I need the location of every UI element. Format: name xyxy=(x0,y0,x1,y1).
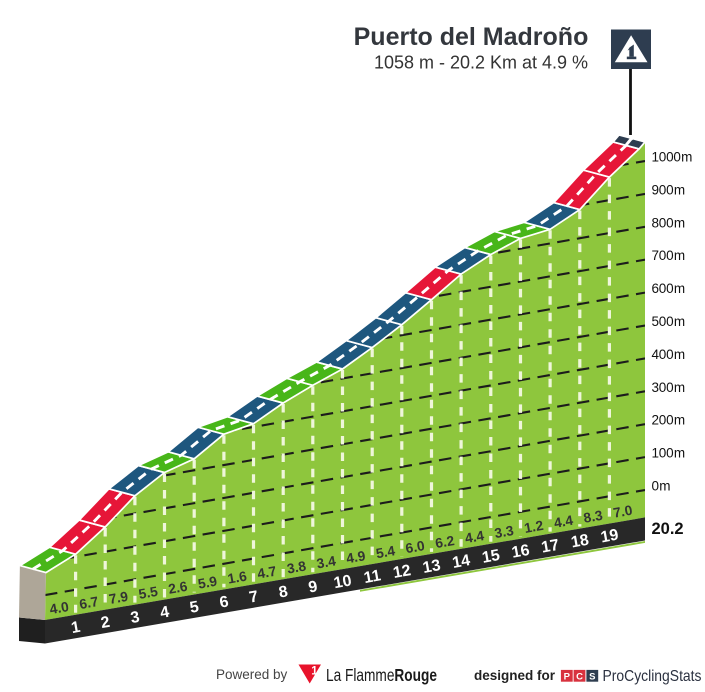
svg-text:16: 16 xyxy=(510,542,531,562)
svg-text:10: 10 xyxy=(332,572,353,592)
svg-text:4.4: 4.4 xyxy=(553,513,575,531)
svg-text:4: 4 xyxy=(159,604,171,622)
svg-text:800m: 800m xyxy=(652,215,685,230)
svg-text:0m: 0m xyxy=(652,479,671,494)
svg-text:7.9: 7.9 xyxy=(108,589,130,607)
svg-text:P: P xyxy=(564,672,571,683)
svg-text:11: 11 xyxy=(363,567,383,587)
svg-text:S: S xyxy=(589,672,595,683)
svg-text:1000m: 1000m xyxy=(652,150,693,165)
svg-text:19: 19 xyxy=(599,527,620,547)
svg-text:100m: 100m xyxy=(652,446,685,461)
svg-text:Powered by: Powered by xyxy=(216,667,288,682)
svg-text:13: 13 xyxy=(421,557,442,577)
svg-text:900m: 900m xyxy=(652,182,685,197)
svg-text:3.3: 3.3 xyxy=(493,523,515,541)
svg-text:700m: 700m xyxy=(652,248,685,263)
svg-text:3.8: 3.8 xyxy=(286,558,308,576)
svg-text:200m: 200m xyxy=(652,413,685,428)
svg-text:4.7: 4.7 xyxy=(256,564,278,582)
svg-text:1.6: 1.6 xyxy=(226,569,248,587)
svg-text:12: 12 xyxy=(392,562,413,582)
svg-text:5.4: 5.4 xyxy=(375,543,397,561)
svg-text:17: 17 xyxy=(540,537,561,557)
svg-text:5.9: 5.9 xyxy=(197,574,219,592)
svg-text:ProCyclingStats: ProCyclingStats xyxy=(603,668,702,685)
svg-text:2: 2 xyxy=(100,614,112,632)
svg-text:Puerto del Madroño: Puerto del Madroño xyxy=(354,23,589,51)
svg-text:7: 7 xyxy=(248,588,260,606)
svg-text:400m: 400m xyxy=(652,347,685,362)
svg-text:5: 5 xyxy=(189,599,201,617)
svg-text:6: 6 xyxy=(218,593,230,611)
svg-text:9: 9 xyxy=(307,578,319,596)
svg-text:8.3: 8.3 xyxy=(582,508,604,526)
svg-text:300m: 300m xyxy=(652,380,685,395)
svg-text:20.2: 20.2 xyxy=(652,520,684,538)
svg-text:6.0: 6.0 xyxy=(404,538,426,556)
svg-text:14: 14 xyxy=(451,552,472,572)
svg-text:La FlammeRouge: La FlammeRouge xyxy=(326,665,437,685)
svg-text:6.7: 6.7 xyxy=(78,594,100,612)
svg-text:5.5: 5.5 xyxy=(137,584,159,602)
svg-text:15: 15 xyxy=(481,547,502,567)
svg-text:3: 3 xyxy=(129,609,141,627)
svg-text:18: 18 xyxy=(570,532,591,552)
svg-text:4.4: 4.4 xyxy=(464,528,486,546)
svg-text:4.9: 4.9 xyxy=(345,548,367,566)
svg-text:1: 1 xyxy=(311,666,318,678)
svg-text:1058 m - 20.2 Km at 4.9 %: 1058 m - 20.2 Km at 4.9 % xyxy=(374,53,588,73)
svg-text:6.2: 6.2 xyxy=(434,533,456,551)
svg-text:1.2: 1.2 xyxy=(523,518,545,536)
svg-text:4.0: 4.0 xyxy=(48,599,70,617)
svg-text:500m: 500m xyxy=(652,314,685,329)
svg-text:7.0: 7.0 xyxy=(612,503,634,521)
svg-text:2.6: 2.6 xyxy=(167,579,189,597)
svg-text:600m: 600m xyxy=(652,281,685,296)
svg-text:C: C xyxy=(576,672,583,683)
svg-text:8: 8 xyxy=(278,583,290,601)
svg-text:3.4: 3.4 xyxy=(315,553,337,571)
svg-text:1: 1 xyxy=(70,619,82,637)
svg-text:designed for: designed for xyxy=(474,668,556,683)
